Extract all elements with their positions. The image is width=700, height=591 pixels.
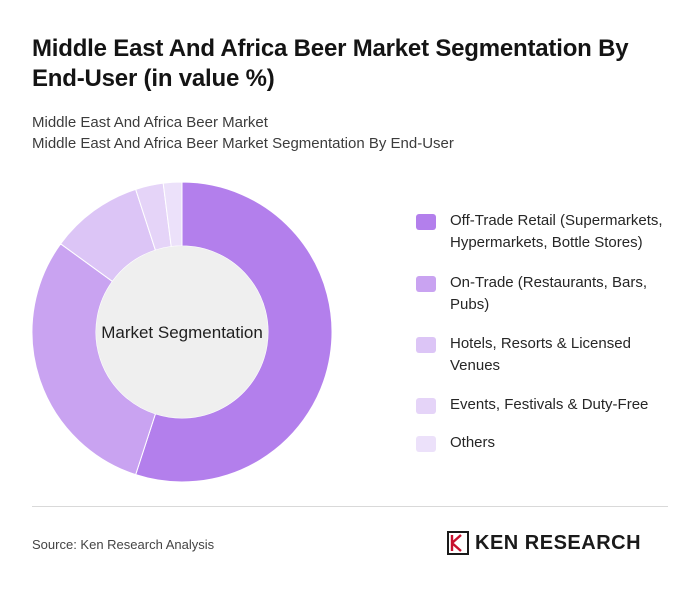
legend-item-hotels[interactable]: Hotels, Resorts & Licensed Venues [416,333,680,377]
ken-research-logo: KEN RESEARCH [447,531,641,555]
legend-item-on-trade[interactable]: On-Trade (Restaurants, Bars, Pubs) [416,272,680,316]
chart-title: Middle East And Africa Beer Market Segme… [32,35,629,92]
footer-divider [32,506,668,507]
ken-research-logo-icon [447,531,469,555]
legend-swatch [416,276,436,292]
legend-swatch [416,337,436,353]
ken-research-logo-text: KEN RESEARCH [475,531,642,554]
legend-swatch [416,214,436,230]
legend-swatch [416,436,436,452]
legend-item-others[interactable]: Others [416,432,680,454]
legend-label: Others [450,434,496,451]
chart-subtitle-market: Middle East And Africa Beer Market [32,114,268,131]
legend-swatch [416,398,436,414]
legend-item-off-trade[interactable]: Off-Trade Retail (Supermarkets, Hypermar… [416,210,680,254]
donut-center [96,246,268,418]
legend-label: On-Trade (Restaurants, Bars, Pubs) [450,274,648,313]
donut-center-label: Market Segmentation [101,323,263,342]
legend-label: Hotels, Resorts & Licensed Venues [450,335,631,374]
chart-subtitle-segmentation: Middle East And Africa Beer Market Segme… [32,135,454,152]
slice-off-trade[interactable] [135,181,333,483]
legend-label: Events, Festivals & Duty-Free [450,396,649,413]
legend-label: Off-Trade Retail (Supermarkets, Hypermar… [450,212,663,251]
source-note: Source: Ken Research Analysis [32,537,215,552]
legend-item-events[interactable]: Events, Festivals & Duty-Free [416,394,680,416]
